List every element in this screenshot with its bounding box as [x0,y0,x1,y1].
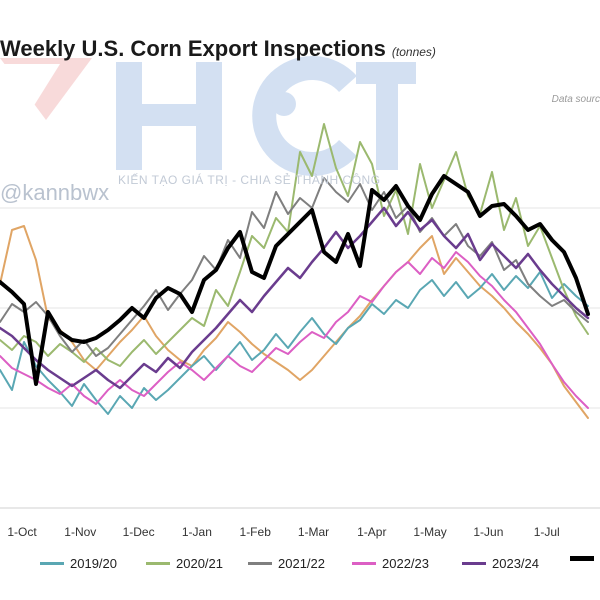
legend-item-2019-20: 2019/20 [40,556,117,571]
legend-label: 2021/22 [278,556,325,571]
watermark-handle: @kannbwx [0,180,110,205]
x-tick-label: 1-Jan [182,525,212,539]
legend-label: 2022/23 [382,556,429,571]
source-note: Data sourc [551,94,600,105]
series-line-2020-21 [0,123,589,367]
series-line-2023-24 [0,206,590,390]
x-tick-label: 1-Mar [298,525,329,539]
series-line-2021-22 [0,177,589,357]
x-tick-label: 1-Dec [123,525,155,539]
legend-item-2020-21: 2020/21 [146,556,223,571]
legend-swatch [146,562,170,565]
series-line-2019-20 [0,271,589,415]
series-line-2022-23 [0,251,589,409]
chart-title: Weekly U.S. Corn Export Inspections (tonn… [0,36,436,62]
legend-item-2022-23: 2022/23 [352,556,429,571]
gridlines [0,207,600,509]
legend-swatch [248,562,272,565]
legend-swatch [462,562,486,565]
legend-item-2024-25 [570,556,600,561]
x-tick-label: 1-Apr [357,525,386,539]
legend-label: 2020/21 [176,556,223,571]
x-tick-label: 1-Jul [534,525,560,539]
legend-label: 2023/24 [492,556,539,571]
legend-label: 2019/20 [70,556,117,571]
legend-item-2023-24: 2023/24 [462,556,539,571]
legend-swatch [40,562,64,565]
chart-title-unit: (tonnes) [391,45,436,59]
series-line-2018-19 [0,225,589,419]
legend-swatch [352,562,376,565]
x-tick-label: 1-Oct [7,525,37,539]
x-axis: 1-Oct 1-Nov 1-Dec 1-Jan 1-Feb 1-Mar 1-Apr 1-May… [7,525,559,539]
watermark-slogan: KIẾN TẠO GIÁ TRỊ - CHIA SẺ THÀNH CÔNG [118,173,381,187]
legend-item-2021-22: 2021/22 [248,556,325,571]
chart-title-text: Weekly U.S. Corn Export Inspections [0,36,386,61]
x-tick-label: 1-May [413,525,446,539]
x-tick-label: 1-Jun [473,525,503,539]
legend-swatch [570,556,594,561]
series-lines [0,123,590,419]
series-line-2024-25 [0,174,590,386]
x-tick-label: 1-Nov [64,525,96,539]
hct-logo-watermark [0,56,416,176]
x-tick-label: 1-Feb [240,525,272,539]
